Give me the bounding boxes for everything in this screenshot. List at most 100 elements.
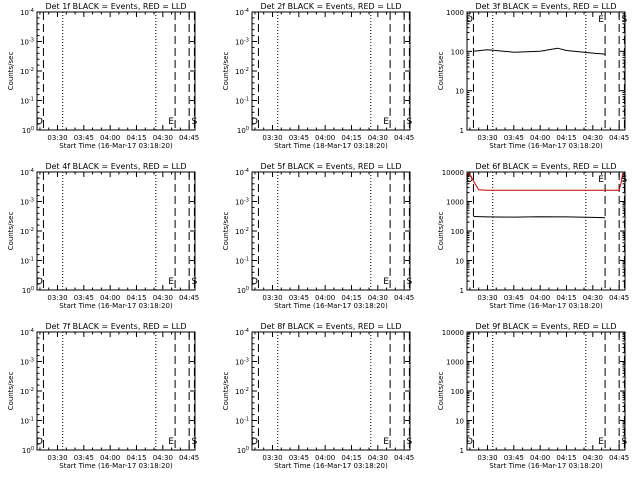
event-marker-label: E — [383, 117, 389, 127]
y-tick-label: 10-2 — [235, 67, 249, 76]
x-tick-label: 04:15 — [556, 134, 576, 142]
event-marker-label: D — [36, 117, 43, 127]
x-tick-label: 04:00 — [530, 294, 550, 302]
x-tick-label: 04:45 — [179, 134, 199, 142]
x-tick-label: 03:30 — [477, 454, 497, 462]
panel-title: Det 2f BLACK = Events, RED = LLD — [260, 2, 401, 11]
x-tick-label: 03:30 — [262, 454, 282, 462]
event-marker-label: D — [466, 175, 473, 185]
event-marker-label: S — [622, 437, 628, 447]
panel-det-9: Det 9f BLACK = Events, RED = LLD 1 10 100 10… — [437, 322, 629, 470]
panel-title: Det 1f BLACK = Events, RED = LLD — [45, 2, 186, 11]
y-tick-label: 10-3 — [235, 358, 249, 367]
x-tick-label: 04:15 — [341, 294, 361, 302]
y-tick-label: 10-1 — [235, 417, 249, 426]
x-tick-label: 03:45 — [74, 294, 94, 302]
y-axis-label: Counts/sec — [437, 212, 445, 251]
panel-title: Det 7f BLACK = Events, RED = LLD — [45, 322, 186, 331]
panel-title: Det 4f BLACK = Events, RED = LLD — [45, 162, 186, 171]
y-tick-label: 10-4 — [235, 328, 249, 337]
plot-frame — [36, 331, 196, 451]
event-marker-label: S — [407, 277, 413, 287]
x-tick-label: 04:00 — [315, 294, 335, 302]
y-tick-label: 100 — [22, 126, 34, 135]
x-tick-label: 04:00 — [315, 134, 335, 142]
x-tick-label: 03:30 — [47, 294, 67, 302]
y-tick-label: 10-1 — [235, 257, 249, 266]
x-tick-label: 04:15 — [341, 134, 361, 142]
event-marker-label: D — [466, 15, 473, 25]
event-marker-label: E — [383, 277, 389, 287]
event-marker-label: D — [36, 437, 43, 447]
x-tick-label: 04:15 — [126, 134, 146, 142]
plot-frame — [36, 11, 196, 131]
y-tick-label: 100 — [451, 228, 464, 236]
x-tick-label: 04:30 — [153, 454, 173, 462]
y-tick-label: 10-3 — [20, 358, 34, 367]
x-tick-label: 04:00 — [100, 294, 120, 302]
x-tick-label: 03:45 — [74, 454, 94, 462]
y-tick-label: 100 — [451, 48, 464, 56]
x-axis-label: Start Time (16-Mar-17 03:18:20) — [489, 302, 603, 310]
y-axis-label: Counts/sec — [7, 372, 15, 411]
y-tick-label: 10-2 — [20, 227, 34, 236]
panel-det-7: Det 7f BLACK = Events, RED = LLD 100 10-1 1… — [7, 322, 199, 470]
x-tick-label: 03:30 — [47, 454, 67, 462]
event-marker-label: D — [466, 437, 473, 447]
x-tick-label: 04:00 — [315, 454, 335, 462]
plot-frame — [251, 171, 411, 291]
y-tick-label: 1 — [460, 127, 464, 135]
x-tick-label: 03:45 — [289, 294, 309, 302]
y-tick-label: 100 — [237, 446, 249, 455]
panel-det-8: Det 8f BLACK = Events, RED = LLD 100 10-1 1… — [222, 322, 414, 470]
x-axis-label: Start Time (16-Mar-17 03:18:20) — [274, 302, 388, 310]
y-tick-label: 10000 — [442, 169, 464, 177]
event-marker-label: S — [407, 437, 413, 447]
x-tick-label: 04:30 — [153, 134, 173, 142]
y-axis-label: Counts/sec — [222, 52, 230, 91]
y-axis-label: Counts/sec — [437, 372, 445, 411]
y-tick-label: 10-1 — [20, 97, 34, 106]
lld-series-line — [466, 172, 624, 191]
y-tick-label: 10-2 — [20, 387, 34, 396]
x-axis-label: Start Time (16-Mar-17 03:18:20) — [489, 462, 603, 470]
y-tick-label: 10-4 — [235, 8, 249, 17]
y-tick-label: 100 — [237, 126, 249, 135]
x-tick-label: 04:45 — [394, 454, 414, 462]
event-marker-label: S — [407, 117, 413, 127]
panel-title: Det 5f BLACK = Events, RED = LLD — [260, 162, 401, 171]
event-marker-label: D — [251, 277, 258, 287]
x-tick-label: 04:15 — [126, 454, 146, 462]
x-tick-label: 03:30 — [262, 134, 282, 142]
x-tick-label: 04:15 — [126, 294, 146, 302]
plot-frame — [466, 331, 626, 451]
x-axis-label: Start Time (18-Mar-17 03:18:20) — [274, 142, 388, 150]
y-tick-label: 10-3 — [235, 38, 249, 47]
event-marker-label: E — [383, 437, 389, 447]
panel-det-3: Det 3f BLACK = Events, RED = LLD 1 10 100 10… — [437, 2, 629, 150]
y-tick-label: 10-4 — [20, 328, 34, 337]
event-marker-label: S — [192, 117, 198, 127]
y-tick-label: 10000 — [442, 329, 464, 337]
event-marker-label: D — [251, 437, 258, 447]
panel-title: Det 9f BLACK = Events, RED = LLD — [475, 322, 616, 331]
x-tick-label: 04:30 — [368, 454, 388, 462]
x-tick-label: 04:30 — [583, 134, 603, 142]
x-tick-label: 03:45 — [504, 134, 524, 142]
x-tick-label: 04:15 — [556, 454, 576, 462]
x-tick-label: 04:00 — [530, 454, 550, 462]
event-marker-label: S — [622, 15, 628, 25]
y-tick-label: 10-3 — [235, 198, 249, 207]
x-tick-label: 04:00 — [530, 134, 550, 142]
event-marker-label: D — [251, 117, 258, 127]
x-tick-label: 04:30 — [153, 294, 173, 302]
panel-title: Det 8f BLACK = Events, RED = LLD — [260, 322, 401, 331]
x-tick-label: 04:45 — [394, 294, 414, 302]
event-marker-label: S — [192, 277, 198, 287]
event-marker-label: E — [598, 175, 604, 185]
x-tick-label: 03:45 — [504, 294, 524, 302]
plot-frame — [466, 171, 626, 291]
x-tick-label: 04:30 — [368, 294, 388, 302]
event-marker-label: E — [598, 15, 604, 25]
